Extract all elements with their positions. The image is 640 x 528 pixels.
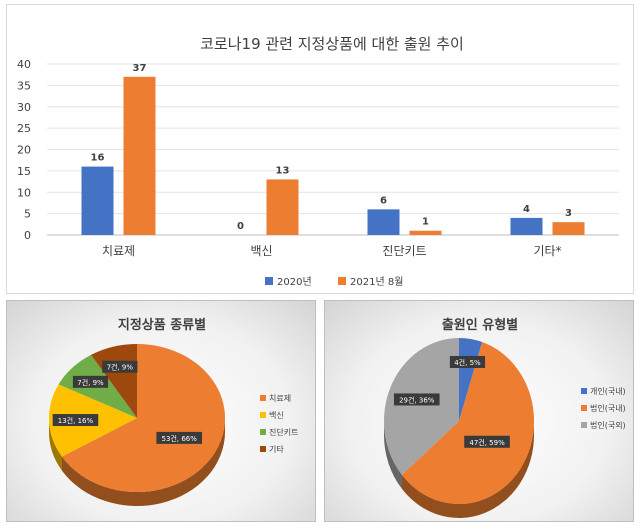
- bar: [81, 166, 114, 235]
- data-label: 47건, 59%: [469, 438, 505, 447]
- data-label: 37: [133, 63, 147, 74]
- legend-label: 2021년 8월: [350, 276, 403, 288]
- x-tick-label: 기타*: [533, 244, 561, 258]
- pie-chart-applicant-type-panel: 출원인 유형별 4건, 5% 47건, 59% 29건, 36% 개인(국내) 법인(국내…: [324, 300, 634, 522]
- data-label-box: [449, 355, 486, 368]
- data-label: 7건, 9%: [77, 378, 104, 387]
- legend-label: 2020년: [277, 276, 312, 288]
- legend-swatch: [260, 412, 266, 418]
- data-label: 53건, 66%: [162, 434, 198, 443]
- y-tick-label: 35: [17, 79, 31, 92]
- pie-slice: [401, 342, 535, 505]
- data-label: 4건, 5%: [454, 358, 481, 367]
- pie-slice-side: [49, 418, 62, 471]
- pie-title: 지정상품 종류별: [118, 317, 206, 333]
- bar: [552, 222, 585, 235]
- legend-label: 법인(국외): [590, 420, 626, 430]
- bar: [510, 217, 543, 235]
- pie-chart-applicant-type: 출원인 유형별 4건, 5% 47건, 59% 29건, 36% 개인(국내) 법인(국내…: [384, 317, 626, 518]
- x-tick-label: 백신: [250, 244, 272, 258]
- data-label-box: [72, 375, 109, 388]
- data-label-box: [393, 393, 440, 406]
- pie-title: 출원인 유형별: [442, 317, 518, 333]
- bar: [123, 76, 156, 235]
- legend-swatch: [581, 405, 587, 411]
- data-label: 4: [523, 204, 530, 215]
- y-tick-label: 10: [17, 186, 31, 199]
- data-label: 7건, 9%: [107, 363, 134, 372]
- legend-label: 기타: [269, 445, 284, 454]
- data-label: 29건, 36%: [399, 395, 435, 404]
- data-label-box: [52, 414, 99, 427]
- legend-swatch: [260, 429, 266, 435]
- y-tick-label: 15: [17, 165, 31, 178]
- x-tick-label: 진단키트: [382, 244, 426, 258]
- bar-chart-panel: 코로나19 관련 지정상품에 대한 출원 추이 0 5 10 15 20 25 30 35 40 치…: [6, 4, 634, 294]
- data-label-box: [464, 435, 510, 448]
- y-tick-label: 30: [17, 101, 31, 114]
- data-label: 0: [237, 221, 244, 232]
- pie-chart-product-type: 지정상품 종류별 53건, 66% 13건, 16% 7건, 9%7건, 9% 치료제백…: [49, 317, 298, 506]
- pie-slice-side: [61, 418, 225, 506]
- data-label: 13: [276, 165, 290, 176]
- y-tick-label: 20: [17, 144, 31, 157]
- y-tick-label: 5: [24, 208, 31, 221]
- bar: [266, 179, 299, 235]
- data-label: 3: [565, 208, 572, 219]
- legend-swatch: [260, 446, 266, 452]
- legend-label: 진단키트: [269, 427, 298, 437]
- chart-title: 코로나19 관련 지정상품에 대한 출원 추이: [200, 35, 464, 53]
- data-label-box: [102, 360, 138, 373]
- legend-label: 백신: [269, 410, 284, 420]
- pie-slice-side: [384, 421, 402, 489]
- legend-swatch: [581, 388, 587, 394]
- pie-slice: [384, 338, 459, 475]
- legend-label: 치료제: [269, 394, 291, 403]
- legend-swatch: [581, 422, 587, 428]
- legend-swatch: [260, 395, 266, 401]
- data-label-box: [156, 431, 203, 444]
- bar: [409, 230, 442, 235]
- pie-slice: [61, 344, 226, 492]
- legend-label: 개인(국내): [590, 386, 626, 396]
- x-tick-label: 치료제: [102, 244, 135, 258]
- legend-label: 법인(국내): [590, 403, 626, 413]
- bar: [367, 209, 400, 235]
- data-label: 6: [380, 195, 387, 206]
- bar-chart: 코로나19 관련 지정상품에 대한 출원 추이0510152025303540치…: [17, 35, 619, 288]
- pie-slice-side: [401, 421, 534, 518]
- y-tick-label: 40: [17, 58, 31, 71]
- y-tick-label: 0: [24, 229, 31, 242]
- data-label: 13건, 16%: [58, 416, 94, 425]
- data-label: 16: [91, 153, 105, 164]
- legend-swatch: [338, 277, 346, 285]
- y-tick-label: 25: [17, 122, 31, 135]
- legend-swatch: [265, 277, 273, 285]
- data-label: 1: [422, 217, 429, 228]
